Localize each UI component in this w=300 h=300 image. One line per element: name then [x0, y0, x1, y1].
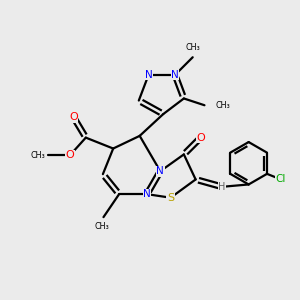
Text: S: S — [167, 193, 174, 203]
Text: N: N — [156, 166, 164, 176]
Text: CH₃: CH₃ — [216, 101, 230, 110]
Text: CH₃: CH₃ — [185, 43, 200, 52]
Text: CH₃: CH₃ — [94, 222, 110, 231]
Text: H: H — [218, 182, 226, 192]
Text: N: N — [143, 189, 151, 199]
Text: N: N — [171, 70, 179, 80]
Text: CH₃: CH₃ — [30, 151, 45, 160]
Text: N: N — [145, 70, 152, 80]
Text: O: O — [196, 133, 205, 142]
Text: Cl: Cl — [275, 174, 285, 184]
Text: O: O — [69, 112, 78, 122]
Text: O: O — [65, 150, 74, 160]
